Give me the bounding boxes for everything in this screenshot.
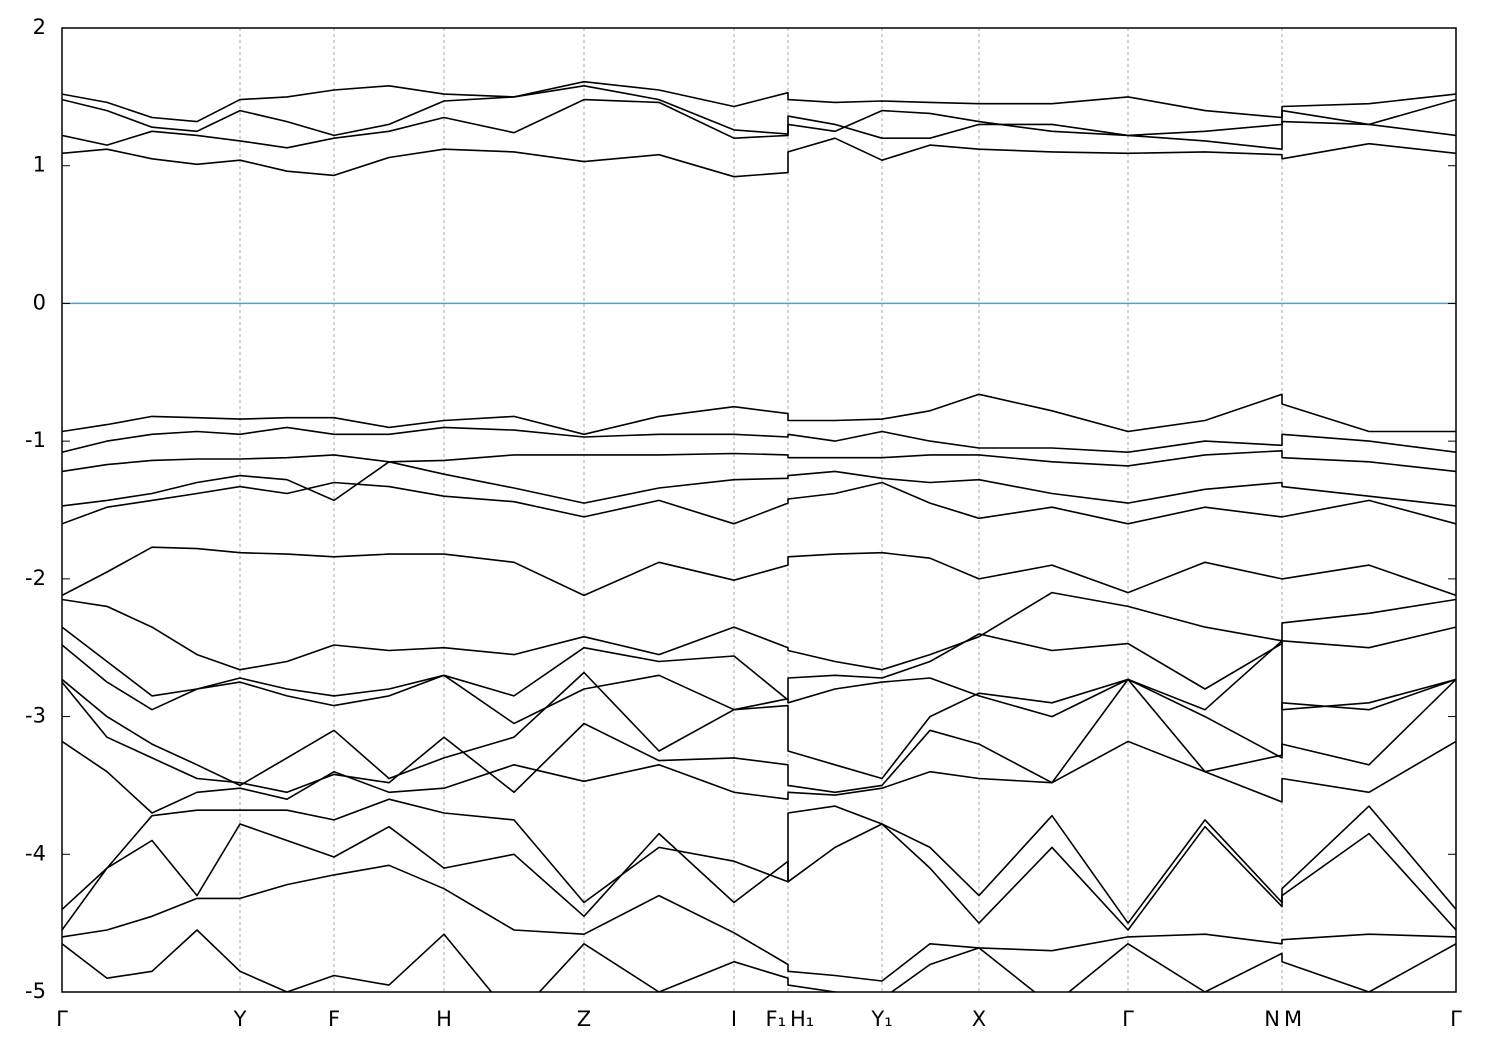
y-tick-label: -1 [25, 428, 46, 452]
y-tick-label: -4 [25, 841, 46, 865]
band-line [62, 823, 1456, 931]
x-tick-label: X [972, 1007, 986, 1031]
x-tick-label: Y₁ [870, 1007, 892, 1031]
band-line [62, 929, 1456, 992]
x-tick-label: M [1284, 1007, 1302, 1031]
x-tick-label: N [1264, 1007, 1280, 1031]
band-line [62, 98, 1456, 150]
band-line [62, 626, 1456, 701]
band-line [62, 137, 1456, 178]
y-tick-label: 1 [33, 153, 46, 177]
x-tick-label: H [436, 1007, 452, 1031]
y-tick-label: -2 [25, 566, 46, 590]
x-tick-label: H₁ [790, 1007, 814, 1031]
band-line [62, 798, 1456, 924]
band-line [62, 426, 1456, 453]
x-tick-label: Y [233, 1007, 247, 1031]
band-line [62, 640, 1456, 780]
plot-frame [61, 27, 1457, 993]
band-line [62, 481, 1456, 525]
y-tick-label: 2 [33, 15, 46, 39]
band-line [62, 591, 1456, 671]
band-line [62, 740, 1456, 814]
x-tick-label: I [731, 1007, 737, 1031]
band-line [62, 671, 1456, 787]
labels: -5 -4 -3 -2 -1 0 1 2 Γ Y F H Z I F₁ H₁ Y₁ X Γ N M Γ [25, 15, 1462, 1031]
band-line [62, 461, 1456, 507]
band-line [62, 546, 1456, 597]
y-tick-label: -5 [25, 979, 46, 1003]
band-line [62, 450, 1456, 473]
y-tick-label: -3 [25, 704, 46, 728]
band-line [62, 85, 1456, 139]
x-tick-label: F [328, 1007, 340, 1031]
band-line [62, 678, 1456, 794]
x-tick-label: Γ [1450, 1007, 1462, 1031]
band-line [62, 864, 1456, 982]
x-tick-label: F₁ [766, 1007, 787, 1031]
plot-area [62, 80, 1456, 992]
band-line [62, 80, 1456, 123]
x-tick-label: Z [577, 1007, 591, 1031]
band-line [62, 393, 1456, 436]
x-tick-label: Γ [1122, 1007, 1134, 1031]
y-tick-label: 0 [33, 290, 46, 314]
x-tick-label: Γ [56, 1007, 68, 1031]
